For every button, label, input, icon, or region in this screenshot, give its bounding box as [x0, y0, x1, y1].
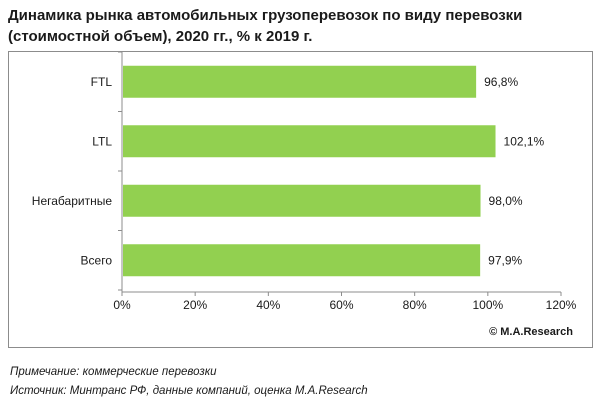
- bar-2: [123, 184, 481, 217]
- x-tick-label: 20%: [183, 298, 207, 312]
- copyright-label: © M.A.Research: [489, 326, 573, 338]
- x-tick-label: 0%: [113, 298, 131, 312]
- x-tick-label: 100%: [472, 298, 503, 312]
- source-text: Источник: Минтранс РФ, данные компаний, …: [10, 385, 368, 397]
- category-label: LTL: [92, 134, 112, 148]
- x-tick-label: 40%: [256, 298, 280, 312]
- data-label: 98,0%: [489, 194, 523, 208]
- notes: Примечание: коммерческие перевозки Источ…: [10, 363, 368, 401]
- bar-3: [123, 244, 481, 277]
- category-label: Всего: [81, 253, 113, 267]
- chart-title-line-1: Динамика рынка автомобильных грузоперево…: [8, 7, 523, 24]
- bar-1: [123, 125, 496, 158]
- x-tick-label: 60%: [329, 298, 353, 312]
- x-tick-label: 120%: [546, 298, 577, 312]
- data-label: 102,1%: [504, 134, 545, 148]
- category-label: Негабаритные: [32, 194, 113, 208]
- bar-0: [123, 65, 477, 98]
- chart-title: Динамика рынка автомобильных грузоперево…: [8, 5, 603, 47]
- data-label: 97,9%: [488, 253, 522, 267]
- chart-title-line-2: (стоимостной объем), 2020 гг., % к 2019 …: [8, 28, 313, 45]
- category-label: FTL: [91, 75, 113, 89]
- note-text: Примечание: коммерческие перевозки: [10, 366, 217, 378]
- x-tick-label: 80%: [403, 298, 427, 312]
- data-label: 96,8%: [484, 75, 518, 89]
